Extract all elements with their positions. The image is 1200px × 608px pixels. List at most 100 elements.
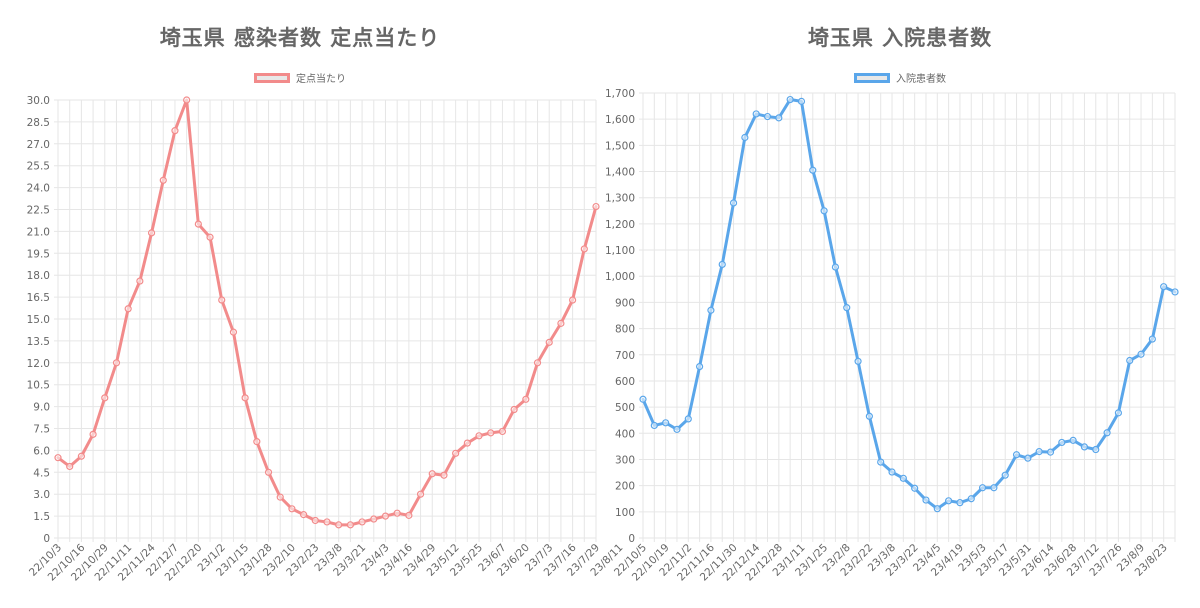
data-point[interactable]: [1069, 436, 1077, 444]
data-point[interactable]: [729, 199, 738, 207]
data-point[interactable]: [843, 304, 851, 312]
data-point[interactable]: [580, 245, 588, 253]
data-point[interactable]: [1160, 283, 1168, 291]
data-point[interactable]: [475, 432, 483, 440]
data-point[interactable]: [662, 419, 670, 427]
data-point[interactable]: [206, 233, 214, 241]
data-point[interactable]: [241, 394, 249, 402]
data-point[interactable]: [405, 511, 413, 519]
data-point[interactable]: [358, 518, 366, 526]
data-point[interactable]: [300, 511, 308, 519]
data-point[interactable]: [797, 97, 806, 105]
data-point[interactable]: [463, 439, 471, 447]
data-point[interactable]: [1114, 409, 1123, 417]
y-tick-label: 15.0: [27, 314, 50, 326]
data-point[interactable]: [1058, 438, 1066, 447]
data-point[interactable]: [54, 454, 62, 462]
data-point[interactable]: [650, 421, 658, 430]
data-point[interactable]: [1171, 288, 1179, 296]
data-point[interactable]: [707, 306, 715, 314]
data-point[interactable]: [854, 357, 862, 365]
data-point[interactable]: [194, 220, 202, 228]
data-point[interactable]: [1012, 451, 1021, 459]
data-point[interactable]: [569, 296, 577, 304]
data-point[interactable]: [416, 490, 425, 498]
data-point[interactable]: [809, 166, 817, 174]
data-point[interactable]: [1001, 471, 1009, 479]
data-point[interactable]: [1046, 448, 1055, 456]
data-point[interactable]: [673, 425, 681, 433]
data-point[interactable]: [311, 516, 319, 525]
y-tick-label: 9.0: [33, 402, 50, 414]
data-point[interactable]: [147, 229, 156, 237]
data-point[interactable]: [911, 484, 919, 492]
data-point[interactable]: [218, 296, 226, 304]
data-point[interactable]: [718, 260, 726, 269]
data-point[interactable]: [888, 468, 896, 476]
data-point[interactable]: [557, 319, 565, 327]
data-point[interactable]: [522, 395, 530, 403]
data-point[interactable]: [684, 415, 692, 423]
data-point[interactable]: [381, 512, 390, 520]
data-point[interactable]: [1092, 445, 1100, 454]
data-point[interactable]: [124, 305, 132, 313]
data-point[interactable]: [89, 430, 97, 438]
y-tick-label: 24.0: [27, 183, 50, 195]
data-point[interactable]: [346, 521, 354, 529]
data-point[interactable]: [922, 496, 930, 504]
data-point[interactable]: [487, 429, 495, 437]
data-point[interactable]: [1126, 356, 1134, 365]
data-point[interactable]: [112, 359, 121, 367]
data-point[interactable]: [1035, 448, 1043, 456]
data-point[interactable]: [393, 509, 401, 517]
data-point[interactable]: [1103, 429, 1111, 437]
data-point[interactable]: [1137, 350, 1145, 358]
data-point[interactable]: [229, 328, 238, 336]
data-point[interactable]: [440, 471, 448, 479]
data-point[interactable]: [335, 521, 343, 529]
data-point[interactable]: [831, 263, 840, 271]
data-point[interactable]: [775, 114, 783, 122]
data-point[interactable]: [956, 499, 964, 507]
data-point[interactable]: [763, 112, 772, 121]
data-point[interactable]: [288, 505, 296, 513]
data-point[interactable]: [264, 468, 273, 476]
data-point[interactable]: [877, 458, 885, 466]
data-point[interactable]: [820, 207, 828, 215]
data-point[interactable]: [323, 518, 331, 526]
data-point[interactable]: [786, 95, 794, 104]
data-point[interactable]: [101, 394, 109, 402]
data-point[interactable]: [66, 462, 74, 471]
data-point[interactable]: [967, 495, 975, 503]
data-point[interactable]: [533, 359, 542, 367]
data-point[interactable]: [899, 474, 907, 482]
data-point[interactable]: [639, 395, 647, 403]
data-point[interactable]: [865, 412, 873, 420]
data-point[interactable]: [1080, 443, 1089, 451]
data-point[interactable]: [1148, 335, 1156, 343]
data-point[interactable]: [77, 452, 85, 460]
data-point[interactable]: [1024, 454, 1032, 462]
data-point[interactable]: [978, 484, 987, 492]
data-point[interactable]: [428, 470, 436, 478]
infection-chart-legend[interactable]: 定点当たり: [0, 70, 600, 85]
data-point[interactable]: [452, 449, 460, 457]
data-point[interactable]: [592, 202, 600, 211]
data-point[interactable]: [695, 362, 704, 371]
data-point[interactable]: [741, 133, 749, 142]
data-point[interactable]: [183, 96, 191, 104]
data-point[interactable]: [159, 176, 167, 184]
data-point[interactable]: [933, 505, 941, 513]
data-point[interactable]: [276, 493, 284, 501]
data-point[interactable]: [370, 515, 378, 523]
data-point[interactable]: [752, 110, 760, 118]
hospitalization-chart-legend[interactable]: 入院患者数: [600, 70, 1200, 85]
data-point[interactable]: [945, 497, 953, 505]
data-point[interactable]: [498, 427, 507, 436]
data-point[interactable]: [253, 438, 261, 446]
data-point[interactable]: [171, 127, 179, 135]
data-point[interactable]: [545, 338, 553, 346]
data-point[interactable]: [510, 405, 518, 414]
data-point[interactable]: [990, 484, 998, 492]
data-point[interactable]: [136, 277, 144, 285]
